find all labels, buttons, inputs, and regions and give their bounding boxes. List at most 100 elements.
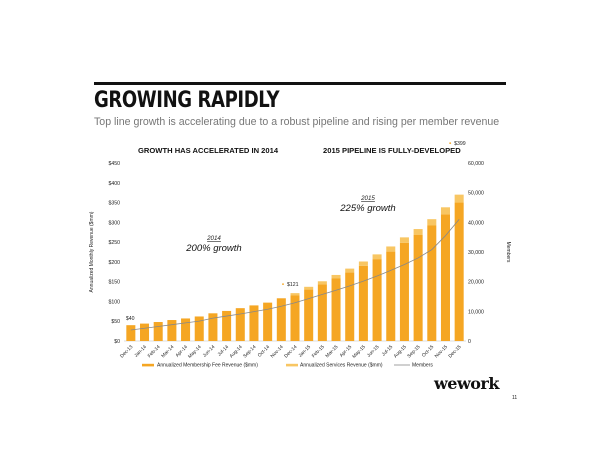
y-left-tick-label: $200	[108, 260, 120, 266]
membership-revenue-bar	[372, 259, 382, 341]
y-left-tick-label: $450	[108, 161, 120, 167]
services-revenue-bar	[317, 281, 327, 285]
membership-revenue-bar	[222, 310, 232, 341]
services-revenue-bar	[454, 194, 464, 203]
x-tick-label: Oct-15	[421, 344, 436, 359]
membership-revenue-bar	[290, 295, 300, 341]
x-tick-label: Sep-15	[406, 344, 421, 359]
membership-revenue-bar	[358, 265, 368, 341]
y-right-tick-label: 30,000	[468, 250, 484, 256]
legend-membership-swatch	[142, 363, 154, 367]
annotation-2015-year: 2015	[360, 195, 375, 202]
membership-revenue-bar	[399, 242, 409, 341]
y-left-tick-label: $300	[108, 220, 120, 226]
membership-revenue-bar	[153, 322, 163, 341]
membership-revenue-bar	[126, 325, 136, 341]
page-title: GROWING RAPIDLY	[94, 88, 280, 113]
membership-revenue-bar	[440, 214, 450, 341]
services-revenue-bar	[358, 261, 368, 266]
x-tick-label: Nov-15	[434, 344, 449, 359]
membership-revenue-bar	[235, 308, 245, 341]
x-tick-label: May-14	[187, 344, 203, 360]
services-revenue-bar	[427, 219, 437, 226]
right-section-title: 2015 PIPELINE IS FULLY-DEVELOPED	[323, 146, 461, 155]
membership-revenue-bar	[208, 313, 218, 341]
y-right-tick-label: 20,000	[468, 280, 484, 286]
services-revenue-bar	[440, 207, 450, 215]
x-tick-label: Mar-14	[160, 344, 175, 359]
page-subtitle: Top line growth is accelerating due to a…	[94, 116, 500, 128]
membership-revenue-bar	[194, 316, 204, 341]
membership-revenue-bar	[317, 284, 327, 341]
x-tick-label: Jun-14	[202, 344, 217, 359]
y-left-tick-label: $0	[114, 339, 120, 345]
services-revenue-bar	[331, 274, 341, 279]
x-tick-label: Oct-14	[257, 344, 272, 359]
x-tick-label: Feb-15	[311, 344, 326, 359]
x-tick-label: May-15	[351, 344, 367, 360]
y-left-tick-label: $150	[108, 280, 120, 286]
membership-revenue-bar	[140, 323, 150, 341]
members-line	[130, 219, 460, 331]
x-tick-label: Sep-14	[242, 344, 257, 359]
page-number: 11	[512, 395, 518, 401]
x-tick-label: Jun-15	[366, 344, 381, 359]
membership-revenue-bar	[413, 234, 423, 341]
services-revenue-bar	[290, 293, 300, 296]
data-label-marker	[282, 283, 284, 286]
x-tick-label: Jan-15	[297, 344, 312, 359]
membership-revenue-bar	[427, 225, 437, 341]
membership-revenue-bar	[181, 318, 191, 341]
y-left-tick-label: $400	[108, 181, 120, 187]
y-left-tick-label: $50	[111, 319, 120, 325]
data-label: $40	[126, 316, 135, 322]
x-tick-label: Feb-14	[147, 344, 162, 359]
services-revenue-bar	[399, 237, 409, 243]
wework-logo: wework	[434, 374, 499, 393]
legend-membership-label: Annualized Membership Fee Revenue ($mm)	[157, 363, 258, 369]
y-right-axis-label: Members	[505, 242, 511, 263]
x-tick-label: Aug-14	[229, 344, 244, 359]
membership-revenue-bar	[345, 272, 355, 341]
annotation-2015-growth: 225% growth	[339, 203, 395, 214]
x-tick-label: Dec-15	[447, 344, 462, 359]
left-section-title: GROWTH HAS ACCELERATED IN 2014	[138, 146, 279, 155]
annotation-2014-year: 2014	[206, 235, 221, 242]
x-tick-label: Aug-15	[393, 344, 408, 359]
x-tick-label: Dec-14	[283, 344, 298, 359]
y-left-tick-label: $100	[108, 299, 120, 305]
y-right-tick-label: 40,000	[468, 220, 484, 226]
x-tick-label: Mar-15	[324, 344, 339, 359]
top-rule	[94, 82, 506, 85]
legend-services-swatch	[286, 363, 298, 367]
x-tick-label: Jan-14	[133, 344, 148, 359]
y-right-tick-label: 0	[468, 339, 471, 345]
services-revenue-bar	[386, 246, 396, 252]
legend-services-label: Annualized Services Revenue ($mm)	[300, 363, 383, 369]
data-label: $399	[454, 141, 466, 147]
services-revenue-bar	[372, 254, 382, 260]
y-right-tick-label: 50,000	[468, 191, 484, 197]
y-right-tick-label: 10,000	[468, 309, 484, 315]
membership-revenue-bar	[331, 278, 341, 341]
membership-revenue-bar	[386, 251, 396, 341]
y-left-tick-label: $350	[108, 201, 120, 207]
membership-revenue-bar	[304, 289, 314, 341]
x-tick-label: Dec-13	[119, 344, 134, 359]
services-revenue-bar	[304, 286, 314, 290]
membership-revenue-bar	[249, 305, 259, 341]
annotation-2014-growth: 200% growth	[185, 243, 241, 254]
services-revenue-bar	[413, 229, 423, 235]
membership-revenue-bar	[263, 302, 273, 341]
y-left-axis-label: Annualized Monthly Revenue ($mm)	[89, 211, 95, 292]
data-label-marker	[449, 142, 452, 145]
data-label: $121	[287, 282, 299, 288]
y-left-tick-label: $250	[108, 240, 120, 246]
membership-revenue-bar	[167, 320, 177, 341]
services-revenue-bar	[345, 268, 355, 273]
membership-revenue-bar	[276, 298, 286, 341]
y-right-tick-label: 60,000	[468, 161, 484, 167]
membership-revenue-bar	[454, 202, 464, 341]
x-tick-label: Nov-14	[270, 344, 285, 359]
